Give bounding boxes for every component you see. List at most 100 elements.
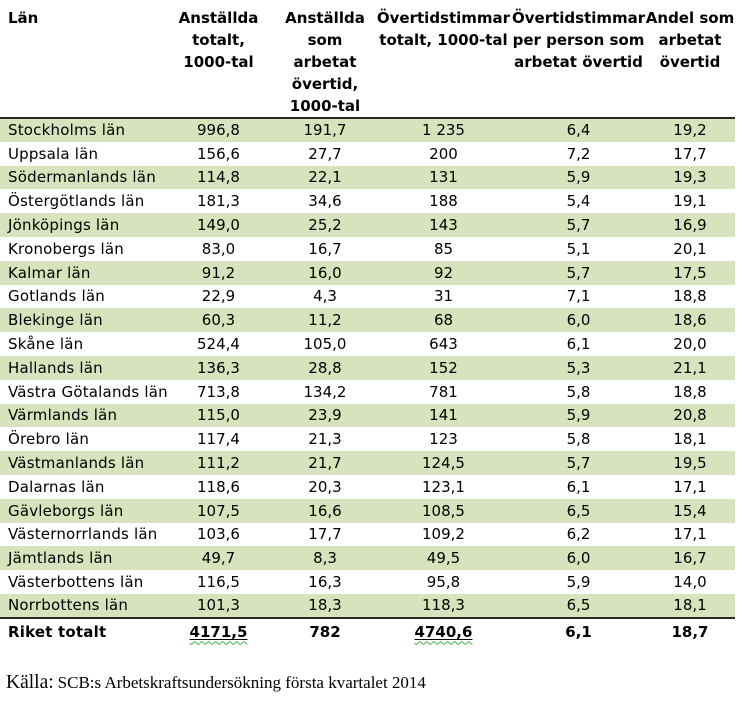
county-name-cell: Örebro län bbox=[8, 430, 90, 449]
value-cell: 5,1 bbox=[566, 239, 591, 258]
column-header-anstallda-totalt: Anställda totalt, 1000-tal bbox=[162, 0, 275, 119]
value-cell: 28,8 bbox=[275, 355, 375, 380]
value-cell: 4740,6 bbox=[375, 616, 512, 645]
table-row: Jönköpings län 149,0 25,2 143 5,7 16,9 bbox=[0, 213, 735, 237]
county-name-cell: Gävleborgs län bbox=[0, 498, 162, 523]
total-row: Riket totalt 4171,5 782 4740,6 6,1 18,7 bbox=[0, 616, 735, 645]
county-name-cell: Västra Götalands län bbox=[8, 382, 168, 401]
table-row: Västernorrlands län 103,6 17,7 109,2 6,2 17,1 bbox=[0, 523, 735, 547]
value-cell: 181,3 bbox=[197, 192, 240, 211]
value-cell: 7,2 bbox=[566, 144, 591, 163]
value-cell: 134,2 bbox=[303, 382, 347, 401]
value-cell: 200 bbox=[429, 144, 458, 163]
header-row: Län Anställda totalt, 1000-tal Anställda… bbox=[0, 0, 735, 119]
value-cell: 18,1 bbox=[645, 593, 735, 618]
value-cell: 27,7 bbox=[308, 144, 342, 163]
value-cell: 643 bbox=[429, 335, 458, 354]
table-row: Västmanlands län 111,2 21,7 124,5 5,7 19,5 bbox=[0, 451, 735, 475]
value-cell: 6,1 bbox=[566, 477, 591, 496]
table-row: Västerbottens län 116,5 16,3 95,8 5,9 14,0 bbox=[0, 570, 735, 594]
overtime-by-county-table: Län Anställda totalt, 1000-tal Anställda… bbox=[0, 0, 735, 645]
value-cell: 17,5 bbox=[645, 260, 735, 285]
value-cell: 16,7 bbox=[308, 239, 342, 258]
table-row: Kronobergs län 83,0 16,7 85 5,1 20,1 bbox=[0, 237, 735, 261]
value-cell: 103,6 bbox=[197, 525, 240, 544]
value-cell: 101,3 bbox=[162, 593, 275, 618]
county-name-cell: Blekinge län bbox=[0, 308, 162, 333]
value-cell: 20,3 bbox=[308, 477, 342, 496]
value-cell: 22,9 bbox=[201, 287, 236, 306]
value-cell: 22,1 bbox=[275, 165, 375, 190]
value-cell: 15,4 bbox=[645, 498, 735, 523]
underlined-total-value: 4171,5 bbox=[189, 622, 248, 641]
column-header-andel-overtid: Andel som arbetat övertid bbox=[645, 0, 735, 119]
value-cell: 21,3 bbox=[308, 430, 342, 449]
value-cell: 23,9 bbox=[275, 403, 375, 428]
table-row: Gävleborgs län 107,5 16,6 108,5 6,5 15,4 bbox=[0, 498, 735, 523]
value-cell: 123 bbox=[429, 430, 458, 449]
source-note: Källa: SCB:s Arbetskraftsundersökning fö… bbox=[0, 672, 738, 694]
value-cell: 19,1 bbox=[673, 192, 707, 211]
value-cell: 136,3 bbox=[162, 355, 275, 380]
value-cell: 17,1 bbox=[673, 525, 707, 544]
value-cell: 117,4 bbox=[197, 430, 240, 449]
value-cell: 188 bbox=[429, 192, 458, 211]
value-cell: 6,0 bbox=[512, 546, 645, 571]
value-cell: 18,6 bbox=[645, 308, 735, 333]
table-row: Kalmar län 91,2 16,0 92 5,7 17,5 bbox=[0, 260, 735, 285]
value-cell: 5,9 bbox=[512, 165, 645, 190]
value-cell: 116,5 bbox=[197, 573, 240, 592]
table-row: Skåne län 524,4 105,0 643 6,1 20,0 bbox=[0, 332, 735, 356]
value-cell: 20,0 bbox=[673, 335, 707, 354]
county-name-cell: Jönköpings län bbox=[0, 213, 162, 237]
value-cell: 60,3 bbox=[162, 308, 275, 333]
table-row: Örebro län 117,4 21,3 123 5,8 18,1 bbox=[0, 427, 735, 451]
county-name-cell: Västmanlands län bbox=[0, 451, 162, 475]
value-cell: 109,2 bbox=[422, 525, 465, 544]
value-cell: 11,2 bbox=[275, 308, 375, 333]
value-cell: 781 bbox=[429, 382, 458, 401]
column-header-anstallda-overtid: Anställda som arbetat övertid, 1000-tal bbox=[275, 0, 375, 119]
value-cell: 19,3 bbox=[645, 165, 735, 190]
value-cell: 131 bbox=[375, 165, 512, 190]
value-cell: 25,2 bbox=[275, 213, 375, 237]
value-cell: 21,1 bbox=[645, 355, 735, 380]
value-cell: 7,1 bbox=[566, 287, 591, 306]
value-cell: 85 bbox=[433, 239, 454, 258]
value-cell: 18,7 bbox=[645, 616, 735, 645]
value-cell: 5,4 bbox=[566, 192, 591, 211]
value-cell: 5,9 bbox=[512, 403, 645, 428]
value-cell: 16,6 bbox=[275, 498, 375, 523]
value-cell: 6,1 bbox=[566, 335, 591, 354]
value-cell: 34,6 bbox=[308, 192, 342, 211]
value-cell: 114,8 bbox=[162, 165, 275, 190]
value-cell: 1 235 bbox=[375, 118, 512, 142]
value-cell: 19,2 bbox=[645, 118, 735, 142]
value-cell: 5,3 bbox=[512, 355, 645, 380]
value-cell: 123,1 bbox=[422, 477, 465, 496]
value-cell: 141 bbox=[375, 403, 512, 428]
county-name-cell: Uppsala län bbox=[8, 144, 99, 163]
value-cell: 152 bbox=[375, 355, 512, 380]
value-cell: 4171,5 bbox=[162, 616, 275, 645]
value-cell: 14,0 bbox=[673, 573, 707, 592]
value-cell: 18,1 bbox=[673, 430, 707, 449]
value-cell: 124,5 bbox=[375, 451, 512, 475]
underlined-total-value: 4740,6 bbox=[414, 622, 473, 641]
value-cell: 21,7 bbox=[275, 451, 375, 475]
value-cell: 16,9 bbox=[645, 213, 735, 237]
table-row: Gotlands län 22,9 4,3 31 7,1 18,8 bbox=[0, 285, 735, 309]
table-row: Stockholms län 996,8 191,7 1 235 6,4 19,2 bbox=[0, 118, 735, 142]
source-text: SCB:s Arbetskraftsundersökning första kv… bbox=[57, 672, 426, 692]
value-cell: 5,8 bbox=[566, 382, 591, 401]
table-row: Hallands län 136,3 28,8 152 5,3 21,1 bbox=[0, 355, 735, 380]
table-row: Västra Götalands län 713,8 134,2 781 5,8 18,8 bbox=[0, 380, 735, 404]
value-cell: 105,0 bbox=[303, 335, 347, 354]
county-name-cell: Värmlands län bbox=[0, 403, 162, 428]
value-cell: 20,8 bbox=[645, 403, 735, 428]
value-cell: 17,1 bbox=[673, 477, 707, 496]
value-cell: 95,8 bbox=[426, 573, 461, 592]
value-cell: 5,7 bbox=[512, 213, 645, 237]
table-row: Värmlands län 115,0 23,9 141 5,9 20,8 bbox=[0, 403, 735, 428]
value-cell: 17,7 bbox=[308, 525, 342, 544]
